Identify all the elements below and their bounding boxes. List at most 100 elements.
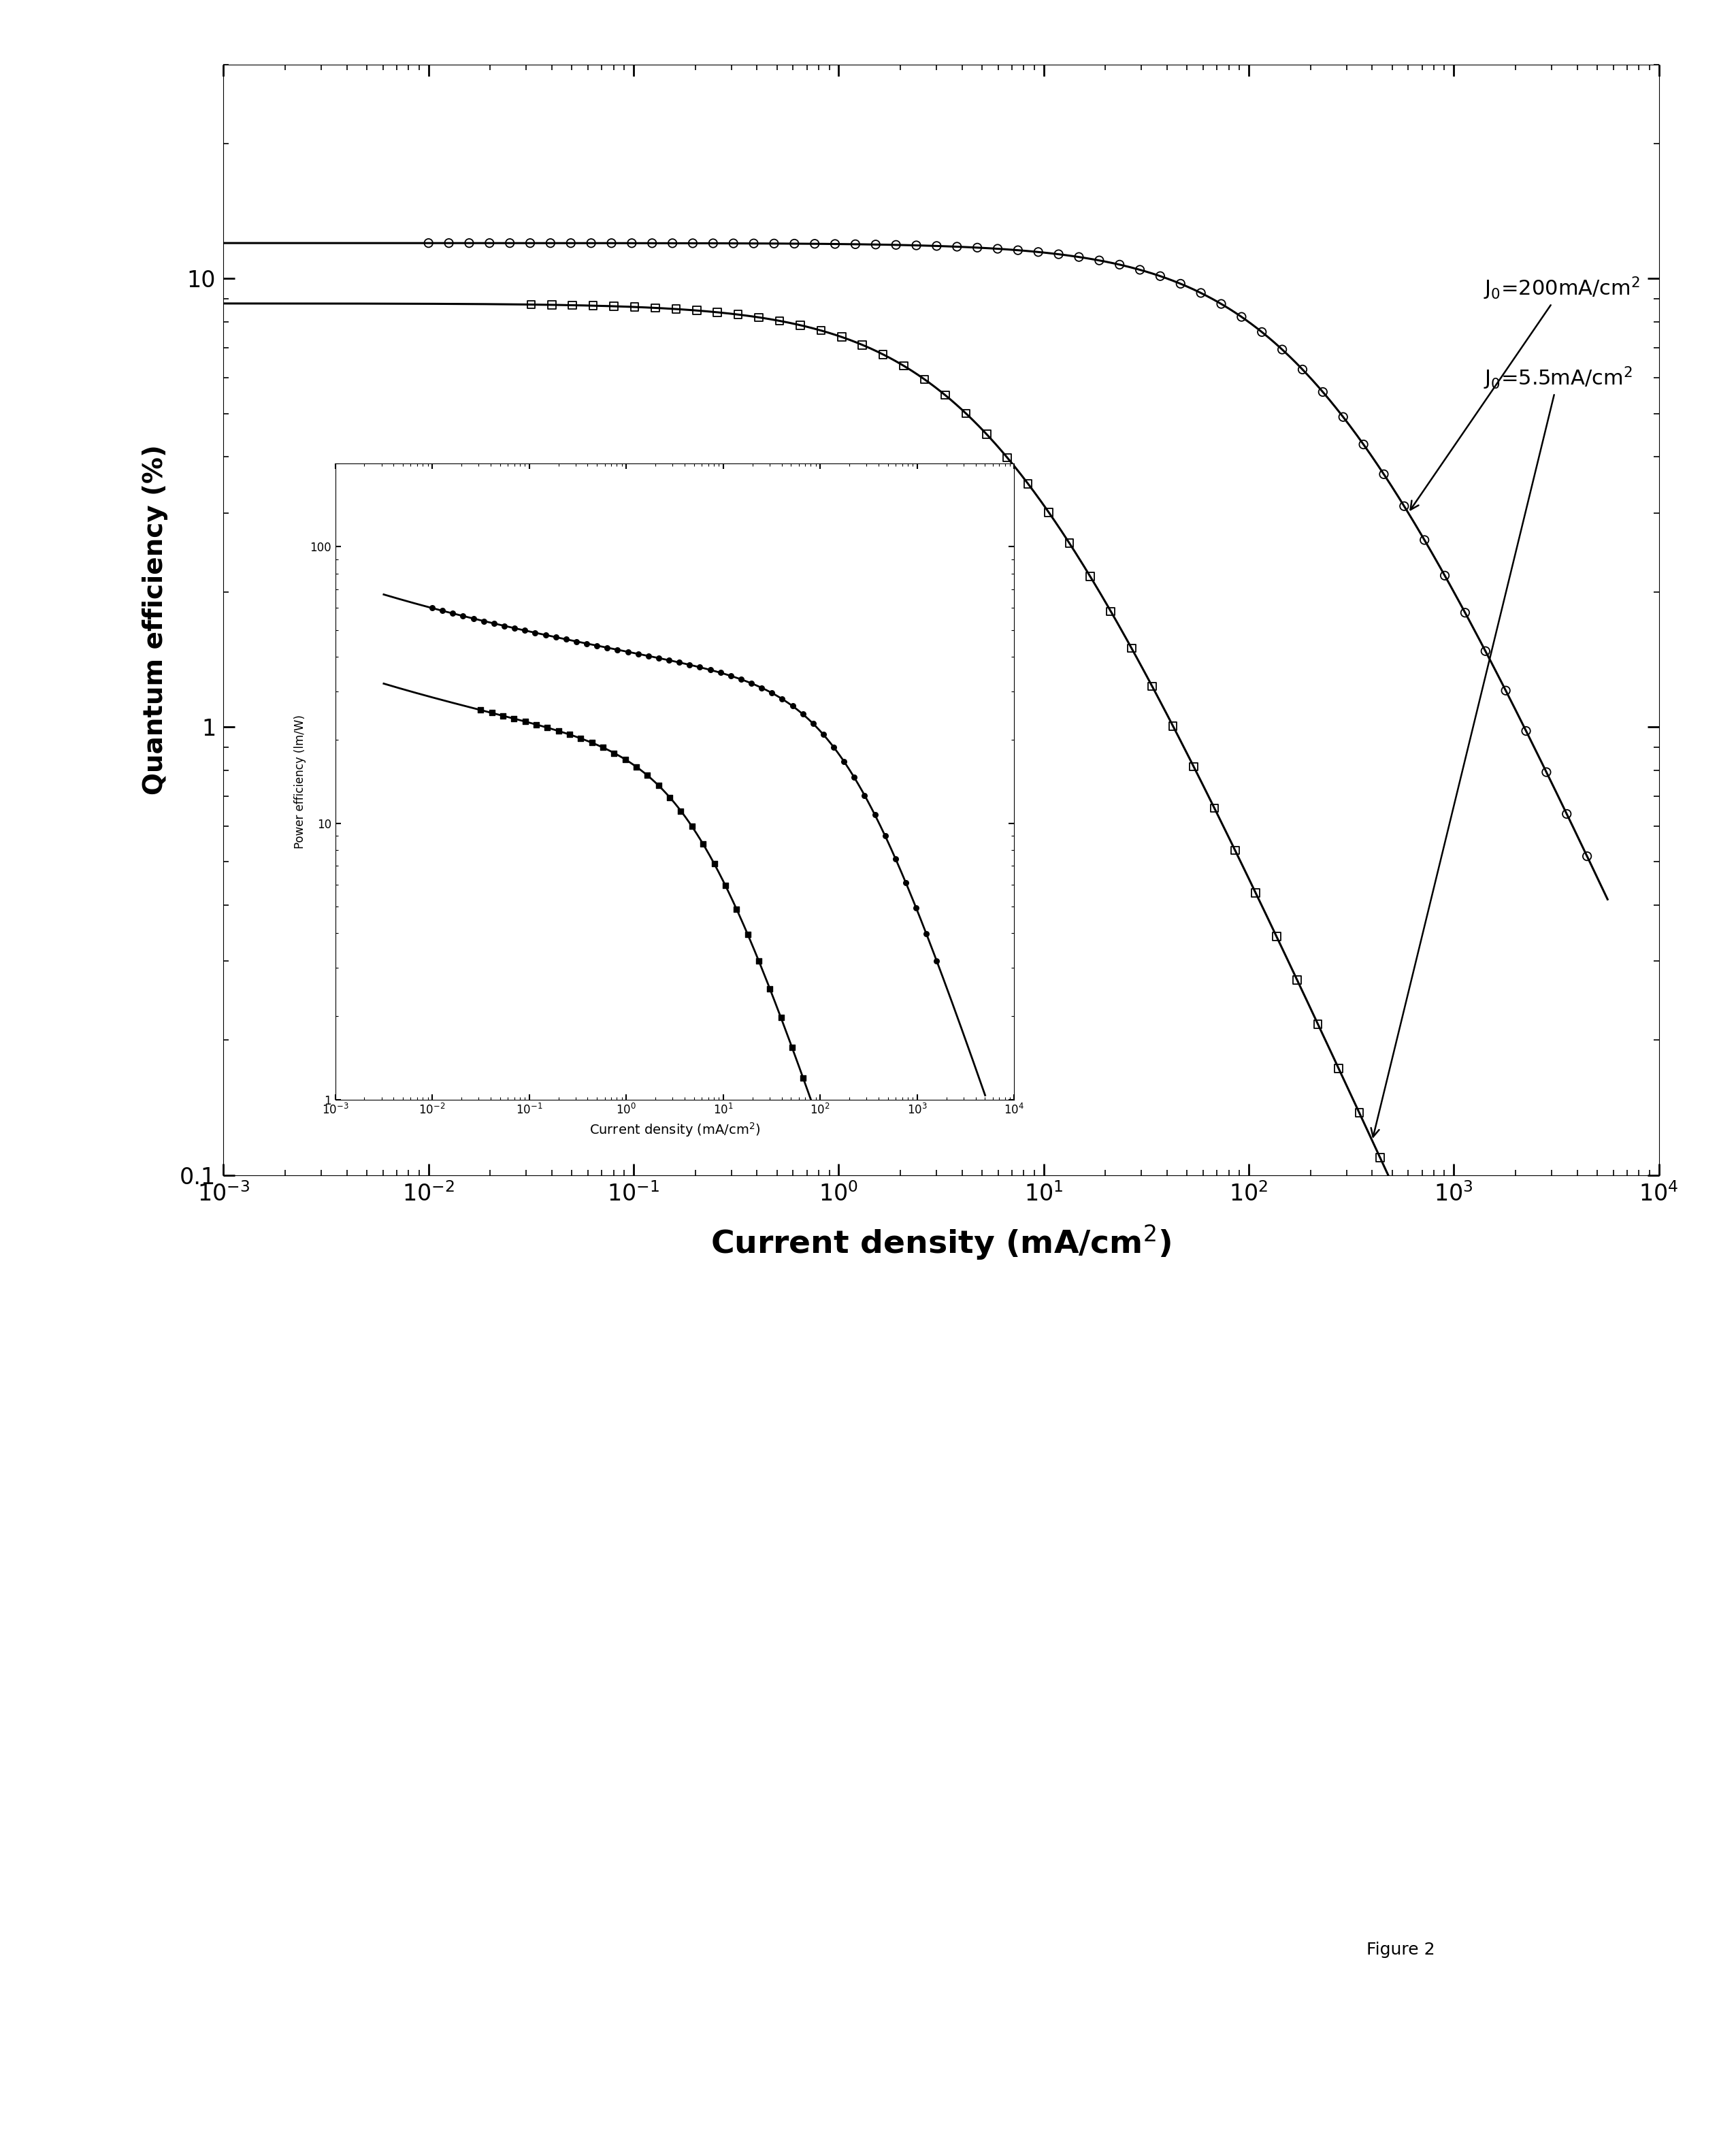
Point (789, 1061, 817, 1095)
Point (559, 289, 586, 323)
Point (1325, 1052, 1353, 1087)
Point (521, 614, 548, 649)
Point (1573, 1591, 1600, 1626)
Point (1346, 1095, 1373, 1130)
Point (1552, 798, 1580, 832)
Point (1147, 259, 1174, 293)
Point (541, 621, 569, 655)
Point (555, 718, 583, 752)
Point (665, 645, 693, 679)
Point (634, 759, 662, 793)
Point (1430, 558, 1458, 593)
Point (1220, 832, 1248, 867)
Point (545, 714, 572, 748)
Point (779, 688, 806, 722)
Point (533, 711, 560, 746)
Point (748, 671, 775, 705)
Point (861, 226, 889, 261)
Point (811, 1123, 839, 1158)
Point (590, 731, 617, 765)
Point (892, 865, 920, 899)
Point (720, 226, 748, 261)
Point (1367, 1141, 1394, 1175)
Point (1243, 875, 1270, 910)
Point (583, 627, 610, 662)
Point (1305, 1007, 1332, 1041)
Point (1105, 248, 1133, 282)
Point (557, 226, 584, 261)
Point (703, 295, 731, 330)
Point (1329, 399, 1356, 433)
Point (1159, 709, 1186, 744)
Point (490, 608, 517, 642)
Point (1167, 267, 1195, 302)
Point (722, 893, 749, 927)
Point (1411, 522, 1439, 556)
Point (1573, 839, 1600, 873)
Point (418, 591, 445, 625)
Point (478, 696, 505, 731)
Point (1035, 496, 1062, 530)
Point (1408, 1229, 1435, 1263)
Point (923, 1451, 951, 1485)
Point (849, 328, 877, 362)
Point (414, 226, 442, 261)
Point (1428, 1274, 1456, 1309)
Point (638, 226, 665, 261)
Point (952, 397, 980, 431)
Point (983, 231, 1011, 265)
Point (658, 226, 686, 261)
Point (830, 744, 858, 778)
Point (913, 916, 940, 951)
Point (438, 597, 466, 632)
Point (1085, 244, 1112, 278)
Point (567, 720, 595, 755)
Point (1066, 239, 1093, 274)
Point (700, 847, 727, 882)
Point (500, 610, 528, 645)
Point (765, 304, 792, 338)
Point (598, 226, 626, 261)
Point (593, 630, 621, 664)
Point (882, 841, 909, 875)
Point (870, 336, 897, 371)
Point (768, 681, 796, 716)
Point (682, 293, 710, 328)
Point (1126, 252, 1153, 287)
Point (1097, 595, 1124, 630)
Point (944, 229, 971, 263)
Point (1449, 1319, 1477, 1354)
Point (1269, 332, 1296, 367)
Point (707, 655, 734, 690)
Point (622, 750, 650, 785)
Point (878, 1317, 906, 1352)
Point (600, 289, 627, 323)
X-axis label: Current density (mA/cm$^2$): Current density (mA/cm$^2$) (590, 1121, 760, 1138)
Point (497, 226, 524, 261)
Point (973, 416, 1000, 451)
Point (676, 647, 703, 681)
Point (911, 362, 939, 397)
Point (787, 308, 815, 343)
Point (655, 642, 682, 677)
Point (657, 780, 684, 815)
Text: J$_0$=200mA/cm$^2$: J$_0$=200mA/cm$^2$ (1410, 276, 1640, 509)
Point (758, 675, 786, 709)
Point (449, 599, 476, 634)
Point (621, 289, 648, 323)
Point (511, 612, 538, 647)
Point (641, 291, 669, 326)
Point (1513, 714, 1540, 748)
Point (808, 313, 835, 347)
Point (868, 1285, 896, 1319)
Point (882, 229, 909, 263)
Point (612, 742, 639, 776)
Point (1552, 1546, 1580, 1580)
Point (1490, 1410, 1518, 1445)
Point (789, 696, 817, 731)
Point (603, 632, 631, 666)
Point (801, 226, 829, 261)
Point (1179, 750, 1207, 785)
Point (872, 819, 899, 854)
Point (578, 226, 605, 261)
